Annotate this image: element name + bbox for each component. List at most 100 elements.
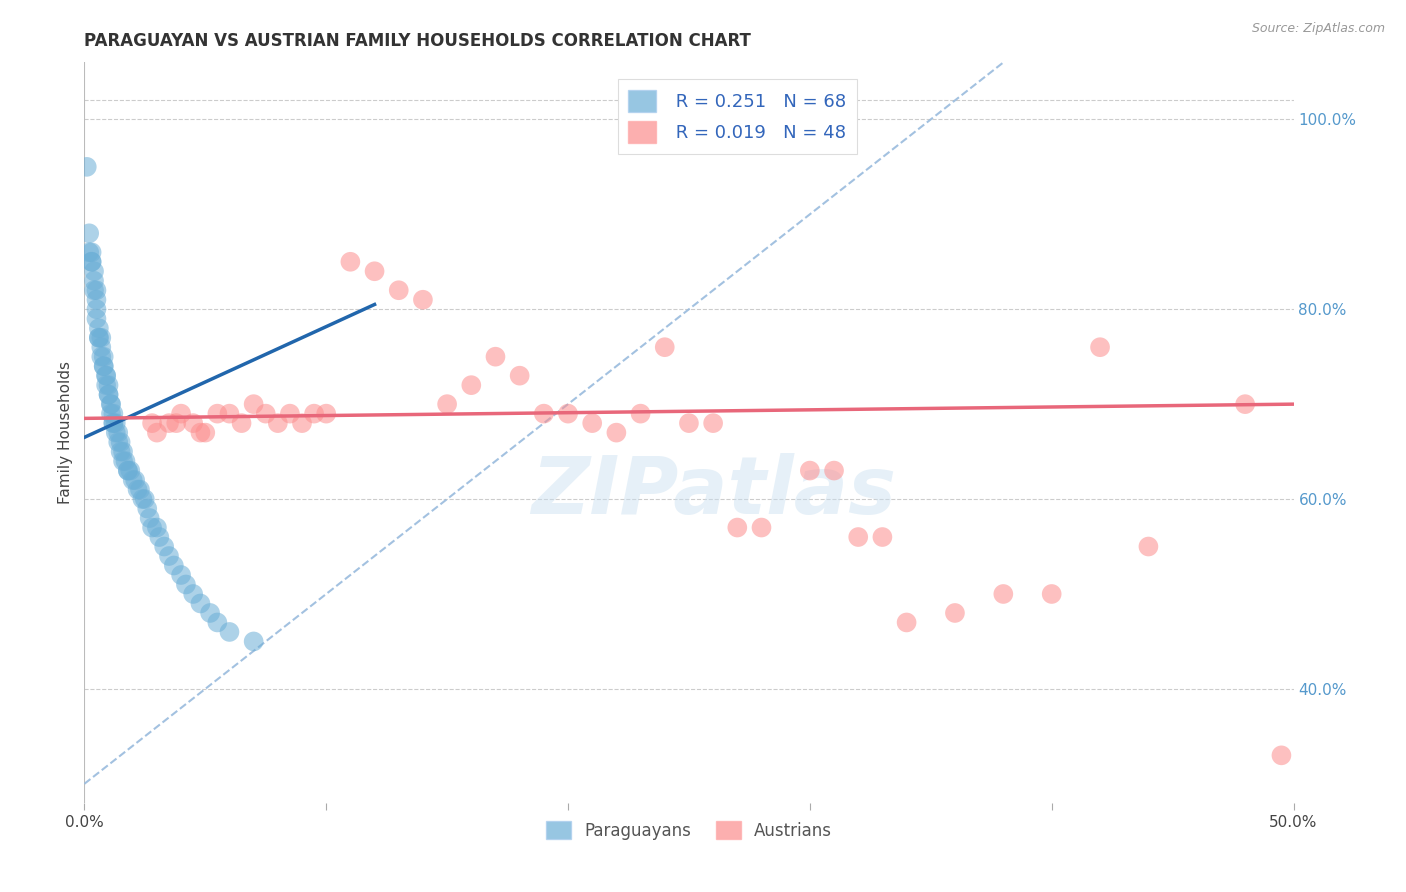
Point xyxy=(388,283,411,297)
Point xyxy=(1040,587,1063,601)
Point xyxy=(231,416,253,430)
Point xyxy=(484,350,506,364)
Point xyxy=(100,397,122,411)
Point xyxy=(170,407,193,421)
Point xyxy=(77,245,100,260)
Point xyxy=(157,549,180,563)
Point xyxy=(129,483,152,497)
Y-axis label: Family Households: Family Households xyxy=(58,361,73,504)
Point xyxy=(76,160,98,174)
Point xyxy=(174,577,197,591)
Point xyxy=(90,331,112,345)
Point xyxy=(846,530,869,544)
Point xyxy=(97,378,120,392)
Point xyxy=(103,407,125,421)
Point xyxy=(943,606,966,620)
Point xyxy=(412,293,434,307)
Point xyxy=(134,491,156,506)
Point xyxy=(181,416,204,430)
Point xyxy=(93,359,115,374)
Point xyxy=(153,540,176,554)
Point xyxy=(80,245,103,260)
Point xyxy=(291,416,314,430)
Text: ZIPatlas: ZIPatlas xyxy=(530,453,896,531)
Point xyxy=(146,520,169,534)
Point xyxy=(198,606,221,620)
Point xyxy=(97,387,120,401)
Point xyxy=(581,416,603,430)
Legend: Paraguayans, Austrians: Paraguayans, Austrians xyxy=(538,814,839,847)
Point xyxy=(86,293,108,307)
Point xyxy=(725,520,748,534)
Point xyxy=(107,425,129,440)
Point xyxy=(103,416,125,430)
Point xyxy=(110,435,132,450)
Point xyxy=(181,587,204,601)
Point xyxy=(363,264,385,278)
Point xyxy=(163,558,186,573)
Point xyxy=(80,254,103,268)
Point xyxy=(799,464,821,478)
Point xyxy=(83,274,105,288)
Point xyxy=(148,530,170,544)
Point xyxy=(630,407,652,421)
Point xyxy=(77,227,100,241)
Point xyxy=(315,407,337,421)
Point xyxy=(87,321,110,335)
Point xyxy=(94,368,117,383)
Point xyxy=(702,416,724,430)
Point xyxy=(218,407,240,421)
Point xyxy=(80,254,103,268)
Point xyxy=(436,397,458,411)
Point xyxy=(110,444,132,458)
Point xyxy=(103,416,125,430)
Text: Source: ZipAtlas.com: Source: ZipAtlas.com xyxy=(1251,22,1385,36)
Point xyxy=(90,350,112,364)
Point xyxy=(86,283,108,297)
Point xyxy=(605,425,627,440)
Point xyxy=(127,483,149,497)
Text: PARAGUAYAN VS AUSTRIAN FAMILY HOUSEHOLDS CORRELATION CHART: PARAGUAYAN VS AUSTRIAN FAMILY HOUSEHOLDS… xyxy=(84,32,751,50)
Point xyxy=(207,407,229,421)
Point xyxy=(278,407,301,421)
Point xyxy=(242,397,264,411)
Point xyxy=(242,634,264,648)
Point xyxy=(872,530,894,544)
Point xyxy=(107,435,129,450)
Point xyxy=(131,491,153,506)
Point xyxy=(1234,397,1257,411)
Point xyxy=(557,407,579,421)
Point xyxy=(104,425,127,440)
Point xyxy=(654,340,676,354)
Point xyxy=(124,473,146,487)
Point xyxy=(896,615,918,630)
Point xyxy=(138,511,160,525)
Point xyxy=(114,454,136,468)
Point xyxy=(302,407,325,421)
Point xyxy=(1088,340,1111,354)
Point xyxy=(1270,748,1292,763)
Point xyxy=(136,501,159,516)
Point xyxy=(83,264,105,278)
Point xyxy=(94,368,117,383)
Point xyxy=(94,378,117,392)
Point xyxy=(86,311,108,326)
Point xyxy=(141,416,163,430)
Point xyxy=(207,615,229,630)
Point xyxy=(121,473,143,487)
Point xyxy=(104,416,127,430)
Point xyxy=(339,254,361,268)
Point xyxy=(509,368,531,383)
Point xyxy=(86,302,108,317)
Point xyxy=(823,464,845,478)
Point xyxy=(190,425,212,440)
Point xyxy=(117,464,139,478)
Point xyxy=(100,397,122,411)
Point xyxy=(87,331,110,345)
Point xyxy=(170,568,193,582)
Point xyxy=(120,464,142,478)
Point xyxy=(112,444,135,458)
Point xyxy=(100,407,122,421)
Point xyxy=(254,407,277,421)
Point xyxy=(93,359,115,374)
